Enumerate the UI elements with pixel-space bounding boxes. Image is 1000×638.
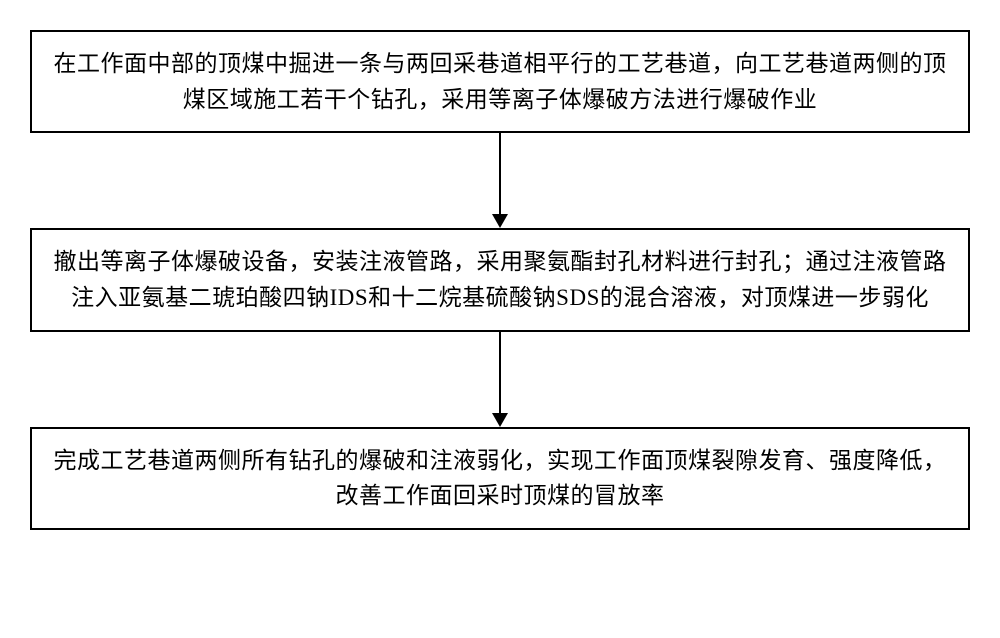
flowchart-step-3: 完成工艺巷道两侧所有钻孔的爆破和注液弱化，实现工作面顶煤裂隙发育、强度降低，改善… [30, 427, 970, 530]
arrow-head-icon [492, 214, 508, 228]
flowchart-container: 在工作面中部的顶煤中掘进一条与两回采巷道相平行的工艺巷道，向工艺巷道两侧的顶煤区… [30, 30, 970, 530]
arrow-line [499, 332, 501, 413]
arrow-line [499, 133, 501, 214]
flowchart-arrow-2 [30, 332, 970, 427]
flowchart-step-2: 撤出等离子体爆破设备，安装注液管路，采用聚氨酯封孔材料进行封孔；通过注液管路注入… [30, 228, 970, 331]
arrow-head-icon [492, 413, 508, 427]
flowchart-step-1: 在工作面中部的顶煤中掘进一条与两回采巷道相平行的工艺巷道，向工艺巷道两侧的顶煤区… [30, 30, 970, 133]
flowchart-arrow-1 [30, 133, 970, 228]
